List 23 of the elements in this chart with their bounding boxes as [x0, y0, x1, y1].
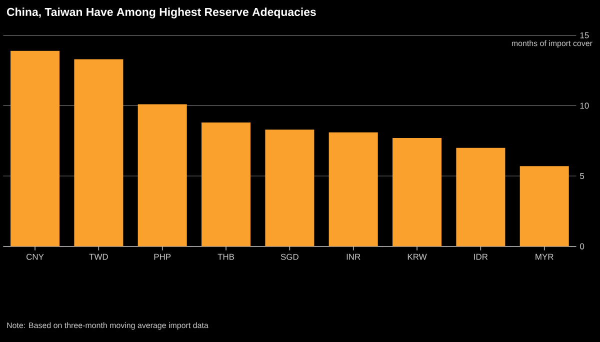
- bar: [10, 50, 60, 246]
- x-tick-label: CNY: [26, 254, 44, 260]
- bar: [520, 166, 569, 246]
- bar: [392, 138, 442, 246]
- y-tick-label: 10: [580, 102, 589, 109]
- bar: [138, 104, 187, 246]
- x-tick-label: PHP: [154, 254, 171, 260]
- x-tick-label: TWD: [89, 254, 108, 260]
- y-tick-label: 15: [580, 32, 589, 38]
- x-tick-label: MYR: [536, 254, 554, 260]
- y-tick-label: 5: [580, 173, 584, 179]
- x-tick-label: KRW: [408, 254, 427, 260]
- bar: [456, 148, 506, 246]
- bar: [328, 132, 378, 246]
- x-tick-label: SGD: [280, 254, 298, 260]
- x-tick-label: INR: [346, 254, 360, 260]
- y-tick-label: 0: [580, 243, 584, 250]
- bar: [74, 59, 124, 246]
- x-tick-label: IDR: [474, 254, 488, 260]
- bar: [265, 130, 314, 246]
- chart-title: China, Taiwan Have Among Highest Reserve Adequacies: [6, 8, 316, 18]
- x-tick-label: THB: [218, 254, 234, 260]
- bar: [202, 122, 251, 246]
